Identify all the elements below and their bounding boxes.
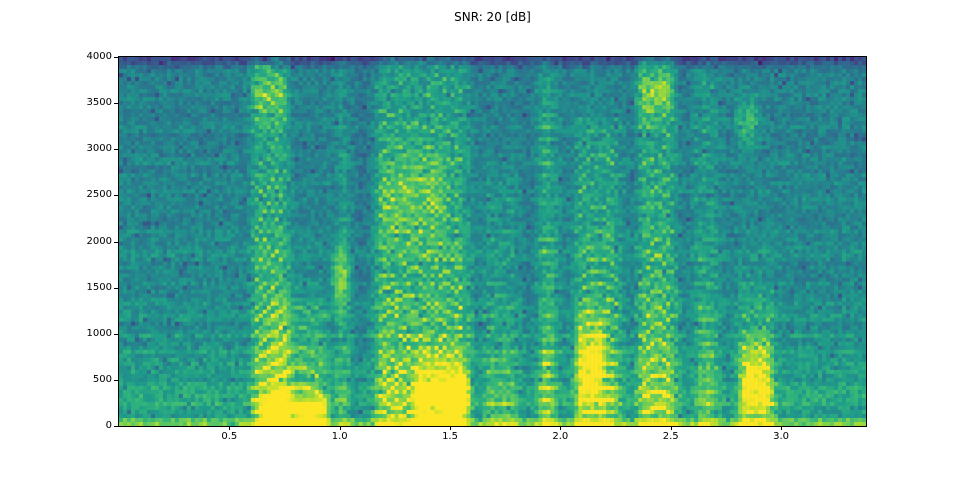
y-ticklabel: 3000 — [86, 143, 112, 155]
y-ticklabel: 0 — [105, 420, 112, 431]
y-ticklabel: 2500 — [86, 189, 112, 201]
x-tickmark — [450, 426, 452, 430]
x-tickmark — [560, 426, 562, 430]
y-ticklabel: 3500 — [86, 97, 112, 109]
y-ticklabel: 4000 — [86, 51, 112, 62]
spectrogram-canvas — [119, 57, 866, 426]
x-tickmark — [670, 426, 672, 430]
x-ticklabel: 0.5 — [221, 431, 238, 442]
x-ticklabel: 3.0 — [773, 431, 789, 442]
y-ticklabel: 2000 — [86, 235, 112, 247]
y-tickmark — [114, 103, 118, 105]
y-ticklabel: 1500 — [86, 281, 112, 293]
x-tickmark — [781, 426, 783, 430]
y-tickmark — [114, 149, 118, 151]
x-ticklabel: 2.0 — [552, 431, 569, 442]
x-ticklabel: 2.5 — [662, 431, 679, 442]
y-tickmark — [114, 57, 118, 58]
y-ticklabel: 500 — [92, 373, 112, 385]
y-tickmark — [114, 195, 118, 197]
chart-title: SNR: 20 [dB] — [454, 10, 531, 24]
y-tickmark — [114, 287, 118, 289]
y-tickmark — [114, 333, 118, 335]
y-tickmark — [114, 241, 118, 243]
y-ticklabel: 1000 — [86, 327, 112, 339]
y-tickmark — [114, 379, 118, 381]
x-ticklabel: 1.0 — [331, 431, 348, 442]
x-tickmark — [339, 426, 341, 430]
x-tickmark — [229, 426, 231, 430]
y-tickmark — [114, 426, 118, 427]
plot-area — [118, 56, 867, 427]
x-ticklabel: 1.5 — [442, 431, 458, 442]
